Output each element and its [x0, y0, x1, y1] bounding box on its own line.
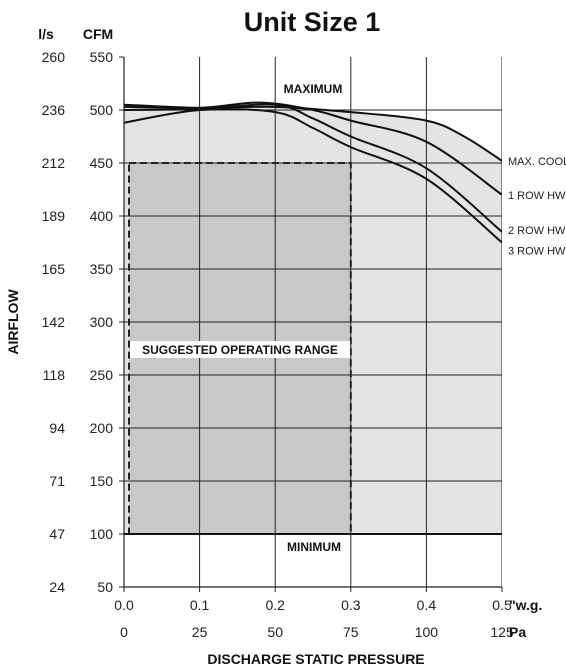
- series-line-4: [124, 108, 502, 244]
- y-tick-label: 250: [90, 367, 114, 383]
- x-tick-label-secondary: 100: [415, 624, 439, 640]
- y-axis-ticks: 50 24 100 47 150 71 200 94 250 118 300 142 350 165 400…: [42, 49, 124, 595]
- y-tick-label-secondary: 47: [49, 526, 65, 542]
- y-tick-label: 150: [90, 473, 114, 489]
- y-tick-label-secondary: 118: [43, 367, 66, 383]
- x-tick-label-secondary: 0: [120, 624, 128, 640]
- series-line-2: [124, 101, 502, 196]
- x-unit-secondary: Pa: [509, 624, 526, 640]
- x-tick-label-secondary: 125: [490, 624, 514, 640]
- operating-range-label: SUGGESTED OPERATING RANGE: [142, 343, 338, 357]
- maximum-label: MAXIMUM: [284, 82, 343, 96]
- y-tick-label: 450: [90, 155, 114, 171]
- y-tick-label-secondary: 212: [42, 155, 66, 171]
- chart-title: Unit Size 1: [244, 7, 381, 37]
- y-tick-label-secondary: 189: [42, 208, 66, 224]
- x-unit-primary: "w.g.: [509, 597, 542, 613]
- y-tick-label-secondary: 260: [42, 49, 66, 65]
- y-unit-primary-header: CFM: [83, 26, 113, 42]
- y-tick-label-secondary: 142: [42, 314, 66, 330]
- y-tick-label: 200: [90, 420, 114, 436]
- x-tick-label: 0.5: [492, 597, 512, 613]
- y-tick-label: 550: [90, 49, 114, 65]
- x-tick-label-secondary: 25: [192, 624, 208, 640]
- y-tick-label: 350: [90, 261, 114, 277]
- x-tick-label: 0.0: [114, 597, 134, 613]
- series-label-4: 3 ROW HW: [508, 246, 566, 258]
- minimum-annotation: MINIMUM: [279, 538, 349, 555]
- operating-range-annotation: SUGGESTED OPERATING RANGE: [130, 341, 350, 358]
- y-unit-secondary-header: l/s: [38, 26, 54, 42]
- x-axis-ticks: 0.0 0 0.1 25 0.2 50 0.3 75 0.4 100 0.5 125: [114, 587, 514, 640]
- y-tick-label-secondary: 165: [42, 261, 66, 277]
- series-line-3: [124, 103, 502, 233]
- x-tick-label: 0.2: [265, 597, 285, 613]
- maximum-annotation: MAXIMUM: [277, 80, 349, 97]
- x-tick-label: 0.3: [341, 597, 361, 613]
- x-tick-label-secondary: 75: [343, 624, 359, 640]
- y-tick-label: 500: [90, 102, 114, 118]
- y-tick-label: 50: [97, 579, 113, 595]
- series-labels: MAX. COOLING 1 ROW HW 2 ROW HW 3 ROW HW: [508, 156, 566, 258]
- y-axis-title: AIRFLOW: [5, 289, 21, 355]
- series-label-1: MAX. COOLING: [508, 156, 566, 168]
- minimum-label: MINIMUM: [287, 540, 341, 554]
- y-tick-label: 300: [90, 314, 114, 330]
- x-tick-label: 0.1: [190, 597, 210, 613]
- x-tick-label-secondary: 50: [267, 624, 283, 640]
- y-tick-label: 400: [90, 208, 114, 224]
- x-axis-title: DISCHARGE STATIC PRESSURE: [207, 651, 424, 667]
- series-label-3: 2 ROW HW: [508, 225, 566, 237]
- y-tick-label-secondary: 236: [42, 102, 66, 118]
- y-tick-label-secondary: 71: [49, 473, 65, 489]
- x-tick-label: 0.4: [417, 597, 437, 613]
- series-lines: [124, 101, 502, 244]
- y-tick-label-secondary: 94: [49, 420, 65, 436]
- y-tick-label: 100: [90, 526, 114, 542]
- plot-area: [124, 57, 502, 587]
- y-tick-label-secondary: 24: [49, 579, 65, 595]
- series-label-2: 1 ROW HW: [508, 190, 566, 202]
